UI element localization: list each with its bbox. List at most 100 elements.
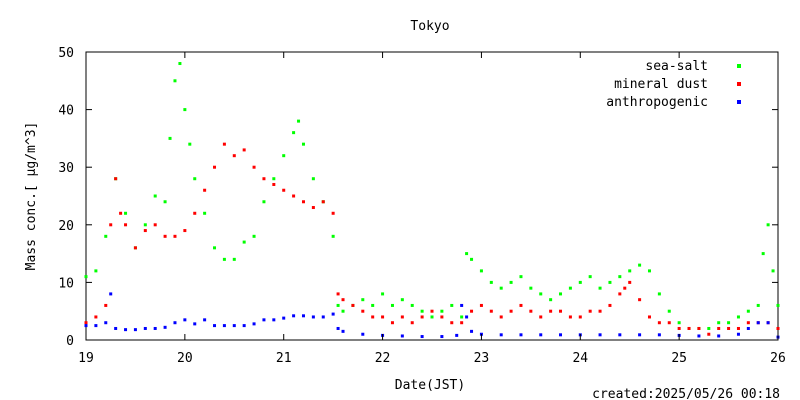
data-point (173, 321, 177, 325)
data-point (163, 200, 167, 204)
data-point (539, 333, 543, 337)
y-tick-label: 20 (58, 219, 74, 234)
data-point (766, 223, 770, 227)
data-point (252, 322, 256, 326)
x-tick-label: 25 (671, 351, 687, 366)
data-point (529, 309, 533, 313)
data-point (746, 309, 750, 313)
data-point (104, 321, 108, 325)
data-point (667, 309, 671, 313)
legend: sea-salt mineral dust anthropogenic (606, 59, 741, 110)
data-point (381, 292, 385, 296)
data-point (667, 321, 671, 325)
y-tick-label: 30 (58, 161, 74, 176)
data-point (203, 211, 207, 215)
data-point (213, 246, 217, 250)
data-point (509, 280, 513, 284)
data-point (143, 229, 147, 233)
data-point (232, 324, 236, 328)
data-point (657, 333, 661, 337)
data-point (440, 335, 444, 339)
data-point (489, 309, 493, 313)
data-point (292, 314, 296, 318)
data-point (203, 188, 207, 192)
data-point (114, 326, 118, 330)
data-point (420, 309, 424, 313)
data-point (351, 303, 355, 307)
data-point (124, 328, 128, 332)
data-point (119, 211, 123, 215)
data-point (262, 200, 266, 204)
data-point (193, 177, 197, 181)
data-point (84, 321, 88, 325)
data-point (163, 234, 167, 238)
legend-label: mineral dust (614, 77, 708, 92)
x-axis-label: Date(JST) (395, 378, 465, 393)
data-point (608, 280, 612, 284)
series-mineral-dust (84, 142, 780, 336)
data-point (109, 292, 113, 296)
data-point (568, 315, 572, 319)
data-point (628, 269, 632, 273)
data-point (539, 292, 543, 296)
data-point (578, 315, 582, 319)
data-point (618, 275, 622, 279)
data-point (460, 315, 464, 319)
data-point (272, 177, 276, 181)
data-point (203, 318, 207, 322)
data-point (94, 315, 98, 319)
data-point (465, 252, 469, 256)
series-anthropogenic (84, 292, 780, 339)
data-point (499, 315, 503, 319)
data-point (361, 309, 365, 313)
data-point (618, 292, 622, 296)
data-point (153, 194, 157, 198)
plot-area (85, 51, 779, 341)
data-point (717, 321, 721, 325)
data-point (173, 234, 177, 238)
data-point (311, 206, 315, 210)
x-axis: 19 20 21 22 23 24 25 26 (78, 52, 786, 366)
data-point (173, 79, 177, 83)
data-point (390, 303, 394, 307)
data-point (390, 321, 394, 325)
data-point (222, 257, 226, 261)
data-point (598, 333, 602, 337)
data-point (321, 315, 325, 319)
data-point (109, 223, 113, 227)
data-point (104, 234, 108, 238)
data-point (321, 200, 325, 204)
y-tick-label: 40 (58, 104, 74, 119)
data-point (489, 280, 493, 284)
data-point (262, 177, 266, 181)
data-point (519, 303, 523, 307)
data-point (242, 240, 246, 244)
data-point (717, 334, 721, 338)
data-point (455, 333, 459, 337)
data-point (341, 298, 345, 302)
data-point (771, 269, 775, 273)
data-point (341, 329, 345, 333)
data-point (450, 303, 454, 307)
legend-marker (737, 64, 741, 68)
data-point (188, 142, 192, 146)
data-point (178, 62, 182, 66)
data-point (638, 263, 642, 267)
data-point (371, 303, 375, 307)
data-point (292, 194, 296, 198)
data-point (213, 165, 217, 169)
data-point (336, 326, 340, 330)
data-point (94, 324, 98, 328)
legend-label: anthropogenic (606, 95, 708, 110)
data-point (539, 315, 543, 319)
data-point (499, 286, 503, 290)
plot-frame (85, 51, 779, 341)
data-point (460, 321, 464, 325)
series-sea-salt (84, 62, 780, 330)
data-point (509, 309, 513, 313)
x-tick-label: 23 (474, 351, 490, 366)
data-point (282, 154, 286, 158)
data-point (470, 309, 474, 313)
legend-marker (737, 82, 741, 86)
